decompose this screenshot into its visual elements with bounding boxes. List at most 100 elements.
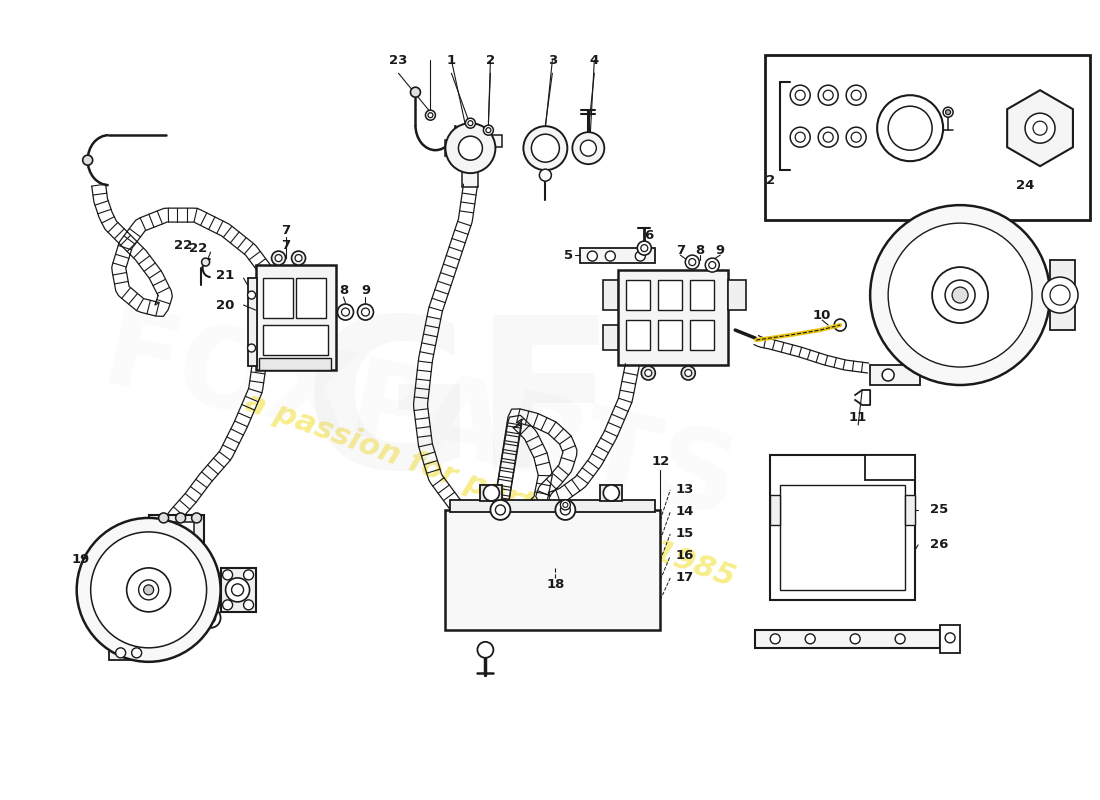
Circle shape <box>823 90 833 100</box>
Circle shape <box>486 128 491 133</box>
Circle shape <box>206 613 216 623</box>
Text: 25: 25 <box>931 503 948 517</box>
Bar <box>766 55 1090 220</box>
Bar <box>109 645 148 660</box>
Circle shape <box>1042 277 1078 313</box>
Bar <box>148 515 204 565</box>
Bar <box>1050 260 1075 330</box>
Bar <box>770 495 780 525</box>
Circle shape <box>116 648 125 658</box>
Text: 10: 10 <box>813 309 832 322</box>
Circle shape <box>531 134 560 162</box>
Bar <box>248 278 256 366</box>
Circle shape <box>226 578 250 602</box>
Circle shape <box>605 251 615 261</box>
Circle shape <box>483 125 494 135</box>
Circle shape <box>818 86 838 105</box>
Bar <box>780 485 905 590</box>
Circle shape <box>248 291 255 299</box>
Text: 13: 13 <box>675 483 694 497</box>
Circle shape <box>556 500 575 520</box>
Bar <box>481 485 503 501</box>
Bar <box>658 320 682 350</box>
Circle shape <box>805 634 815 644</box>
Text: 8: 8 <box>695 243 705 257</box>
Circle shape <box>790 86 811 105</box>
Text: 24: 24 <box>1016 178 1034 192</box>
Circle shape <box>495 505 505 515</box>
Circle shape <box>945 280 975 310</box>
Bar <box>296 278 326 318</box>
Bar <box>626 280 650 310</box>
Circle shape <box>362 308 370 316</box>
Text: 9: 9 <box>716 243 725 257</box>
Circle shape <box>292 251 306 265</box>
Text: GF: GF <box>304 309 617 511</box>
Bar <box>263 278 293 318</box>
Circle shape <box>483 485 499 501</box>
Circle shape <box>459 136 483 160</box>
Text: 7: 7 <box>280 224 290 237</box>
Circle shape <box>275 254 282 262</box>
Bar <box>756 630 940 648</box>
Circle shape <box>77 518 221 662</box>
Circle shape <box>426 110 436 120</box>
Text: 4: 4 <box>590 54 600 66</box>
Circle shape <box>176 513 186 523</box>
Circle shape <box>560 500 571 510</box>
Bar <box>263 325 328 355</box>
Circle shape <box>946 110 950 114</box>
Circle shape <box>200 608 221 628</box>
Circle shape <box>945 633 955 643</box>
Bar <box>658 280 682 310</box>
Circle shape <box>705 258 719 272</box>
Text: 11: 11 <box>849 411 867 425</box>
Text: 16: 16 <box>675 550 694 562</box>
Circle shape <box>587 251 597 261</box>
Bar <box>255 265 336 370</box>
Circle shape <box>139 580 158 600</box>
Circle shape <box>895 634 905 644</box>
Text: 15: 15 <box>675 527 693 541</box>
Circle shape <box>491 500 510 520</box>
Text: 7: 7 <box>280 238 290 252</box>
Text: 6: 6 <box>644 229 653 242</box>
Circle shape <box>126 568 170 612</box>
Text: 2: 2 <box>486 54 495 66</box>
Bar <box>158 522 194 557</box>
Text: 21: 21 <box>217 269 234 282</box>
Circle shape <box>823 132 833 142</box>
Polygon shape <box>1008 90 1072 166</box>
Circle shape <box>465 118 475 128</box>
Bar <box>446 510 660 630</box>
Circle shape <box>641 245 648 251</box>
Circle shape <box>846 86 866 105</box>
Circle shape <box>870 205 1050 385</box>
Text: 1: 1 <box>447 54 456 66</box>
Circle shape <box>943 107 953 117</box>
Bar <box>626 320 650 350</box>
Circle shape <box>850 634 860 644</box>
Bar <box>940 625 960 653</box>
Circle shape <box>953 287 968 303</box>
Text: 22: 22 <box>189 242 208 254</box>
Text: 20: 20 <box>217 298 234 311</box>
Circle shape <box>222 600 232 610</box>
Circle shape <box>877 95 943 161</box>
Circle shape <box>790 127 811 147</box>
Circle shape <box>222 570 232 580</box>
Circle shape <box>468 121 473 126</box>
Circle shape <box>834 319 846 331</box>
Circle shape <box>637 241 651 255</box>
Circle shape <box>477 642 494 658</box>
Circle shape <box>645 370 652 377</box>
Bar <box>728 280 746 310</box>
Circle shape <box>932 267 988 323</box>
Circle shape <box>641 366 656 380</box>
Text: 5: 5 <box>564 249 573 262</box>
Circle shape <box>338 304 353 320</box>
Bar <box>450 500 656 512</box>
Circle shape <box>572 132 604 164</box>
Circle shape <box>681 366 695 380</box>
Bar <box>601 485 623 501</box>
